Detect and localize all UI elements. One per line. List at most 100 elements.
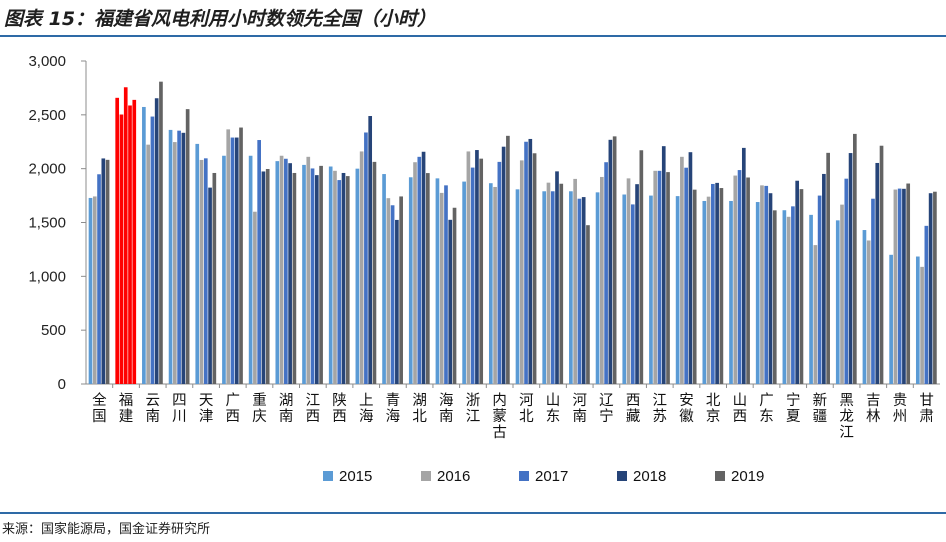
x-category-label: 江苏	[653, 392, 668, 425]
legend-swatch-2015	[323, 471, 333, 481]
bar-2015-辽宁	[595, 192, 600, 384]
bar-2018-河南	[581, 197, 586, 384]
bar-2015-云南	[142, 106, 146, 384]
bar-2019-河南	[586, 225, 590, 384]
bar-2017-宁夏	[791, 206, 795, 384]
x-category-label: 云南	[145, 393, 160, 425]
bar-2018-吉林	[875, 162, 880, 384]
x-category-label: 江西	[306, 392, 321, 425]
bar-2015-山东	[542, 191, 547, 384]
bar-2017-辽宁	[604, 162, 608, 384]
x-category-label: 湖北	[412, 392, 427, 425]
bar-2018-广东	[768, 193, 773, 384]
legend: 2015 2016 2017 2018 2019	[323, 468, 764, 485]
y-tick-label: 1,500	[28, 215, 66, 232]
bar-2017-甘肃	[924, 225, 929, 384]
bar-2019-陕西	[345, 176, 350, 384]
bar-2016-青海	[386, 198, 391, 384]
bar-2019-福建	[132, 99, 137, 384]
bar-2019-海南	[452, 207, 457, 384]
x-category-label: 青海	[386, 392, 401, 425]
bar-2019-天津	[212, 172, 217, 384]
bar-2018-青海	[395, 219, 399, 384]
bar-2017-湖北	[417, 156, 422, 384]
bar-2017-四川	[177, 130, 181, 384]
bar-2015-安徽	[675, 196, 680, 384]
bar-2019-浙江	[479, 158, 484, 384]
bar-2019-山西	[746, 177, 750, 384]
bar-2018-湖南	[288, 163, 292, 384]
bar-2016-湖南	[279, 155, 284, 384]
bar-2018-云南	[154, 98, 159, 384]
bar-2018-福建	[128, 105, 132, 384]
bar-2015-北京	[702, 200, 707, 384]
bar-2015-浙江	[462, 181, 466, 384]
x-category-label: 西藏	[626, 393, 641, 425]
bar-2019-山东	[559, 183, 564, 384]
y-tick-label: 1,000	[28, 268, 66, 285]
bar-2015-广东	[755, 202, 760, 384]
bar-2018-西藏	[635, 184, 639, 384]
bar-2019-贵州	[906, 183, 911, 384]
bar-2017-河北	[524, 141, 528, 384]
bar-2017-山西	[737, 170, 742, 384]
header-rule	[0, 35, 946, 37]
bar-2019-广东	[772, 210, 777, 384]
bar-2017-江西	[310, 168, 315, 384]
x-category-label: 四川	[172, 393, 187, 425]
bar-2018-江苏	[661, 146, 666, 384]
bar-2018-重庆	[261, 171, 266, 384]
x-category-label: 山西	[733, 392, 748, 425]
bar-2019-江西	[319, 165, 323, 384]
bar-2018-新疆	[822, 173, 826, 384]
category-labels: 全国福建云南四川天津广西重庆湖南江西陕西上海青海湖北海南浙江内蒙古河北山东河南辽…	[92, 391, 934, 441]
bar-2018-湖北	[421, 151, 426, 384]
bar-2015-江苏	[649, 195, 653, 384]
bar-2019-湖北	[426, 173, 430, 384]
bar-2019-宁夏	[799, 189, 804, 384]
bar-2019-西藏	[639, 150, 644, 384]
bar-2019-河北	[532, 153, 537, 384]
bar-2016-云南	[146, 144, 150, 384]
bar-2015-贵州	[889, 254, 893, 384]
bar-2019-黑龙江	[853, 133, 857, 384]
bar-2015-河北	[515, 189, 520, 384]
bar-2019-重庆	[265, 168, 270, 384]
bar-2017-福建	[123, 87, 128, 384]
bar-2019-甘肃	[933, 191, 937, 384]
bar-2016-全国	[92, 196, 97, 384]
x-category-label: 上海	[359, 392, 374, 425]
bar-2017-青海	[390, 205, 395, 384]
bar-2015-西藏	[622, 194, 627, 384]
bar-2016-贵州	[893, 189, 898, 384]
x-category-label: 辽宁	[599, 392, 614, 425]
bar-2016-河北	[519, 160, 524, 384]
x-category-label: 陕西	[332, 392, 347, 425]
bar-2016-辽宁	[600, 176, 604, 384]
bar-2016-天津	[199, 159, 204, 384]
bar-2018-山东	[555, 171, 559, 384]
bar-2016-重庆	[253, 211, 257, 384]
bar-2015-天津	[195, 143, 200, 384]
x-category-label: 山东	[546, 392, 561, 425]
bar-2017-黑龙江	[844, 178, 849, 384]
bar-2017-上海	[364, 132, 368, 384]
bar-2019-湖南	[292, 172, 297, 384]
legend-label-2015: 2015	[339, 468, 372, 485]
bar-2017-内蒙古	[497, 161, 502, 384]
bar-2016-河南	[573, 178, 577, 384]
bar-2017-广西	[230, 137, 235, 384]
bar-2019-辽宁	[612, 136, 617, 384]
bar-2018-陕西	[341, 172, 346, 384]
bar-2016-海南	[439, 192, 444, 384]
bar-2018-四川	[181, 132, 186, 384]
bar-2017-北京	[711, 183, 715, 384]
bar-2018-甘肃	[928, 193, 933, 384]
bar-2016-西藏	[626, 178, 631, 384]
bar-2018-江西	[314, 175, 319, 384]
bar-2015-内蒙古	[488, 183, 493, 384]
bar-2016-江苏	[653, 170, 658, 384]
bar-2016-宁夏	[786, 216, 791, 384]
y-tick-label: 0	[58, 376, 66, 393]
bar-2015-重庆	[248, 155, 253, 384]
